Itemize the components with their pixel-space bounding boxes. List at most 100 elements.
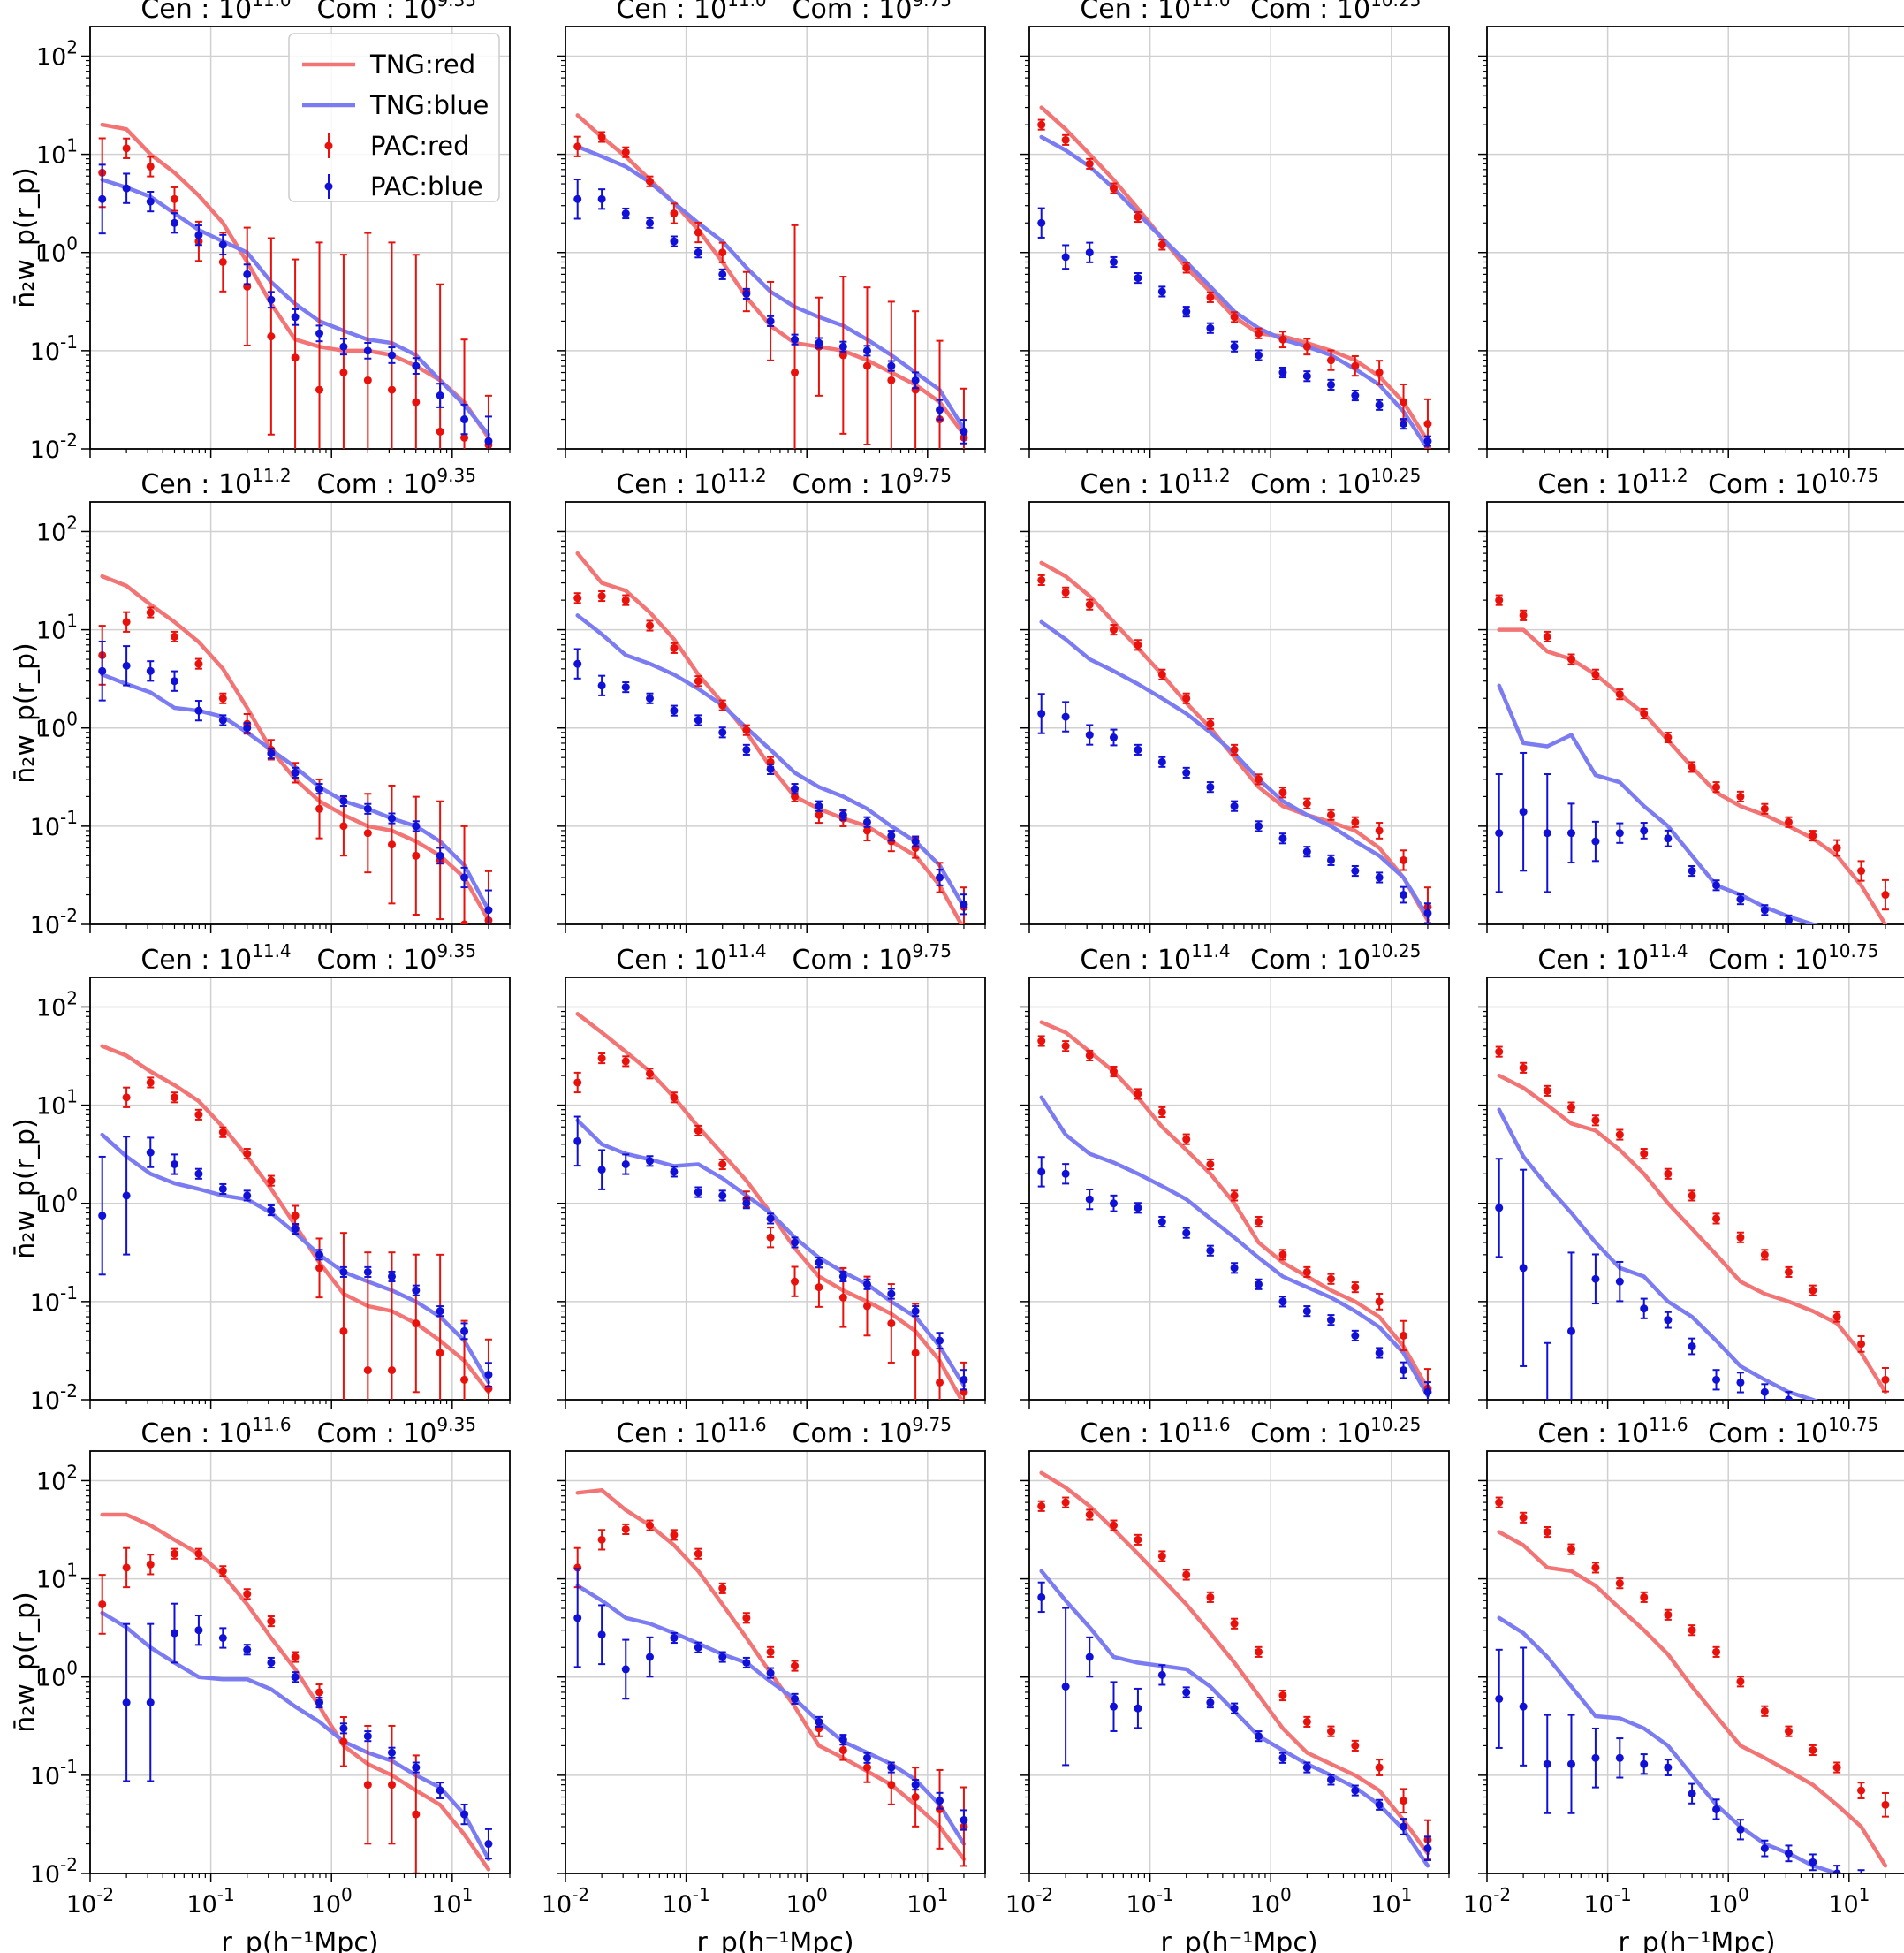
title-com: Com : 1010.25	[1250, 465, 1421, 500]
pac-blue-point	[1784, 1395, 1793, 1400]
pac-blue-point	[645, 1157, 654, 1166]
pac-red-point	[339, 1737, 348, 1746]
pac-blue-point	[1037, 1167, 1046, 1176]
pac-red-point	[122, 144, 131, 153]
pac-red-point	[1423, 420, 1432, 429]
plot-area	[573, 113, 968, 449]
pac-red-point	[1809, 1286, 1817, 1295]
pac-red-point	[573, 142, 582, 151]
pac-blue-point	[645, 218, 654, 227]
pac-red-point	[1157, 240, 1166, 249]
pac-red-point	[1326, 810, 1335, 819]
pac-blue-point	[911, 837, 920, 846]
pac-blue-point	[621, 209, 630, 218]
pac-blue-point	[218, 1184, 227, 1193]
pac-blue-point	[1206, 1246, 1215, 1255]
pac-blue-point	[484, 1371, 493, 1379]
pac-blue-point	[1037, 709, 1046, 718]
y-tick-label: 10-2	[30, 429, 78, 464]
plot-area	[1037, 105, 1432, 449]
pac-red-point	[1085, 159, 1094, 168]
pac-blue-point	[1400, 1822, 1408, 1831]
pac-blue-point	[1157, 287, 1166, 296]
y-axis-label: n̄₂w_p(r_p)	[10, 1592, 41, 1732]
pac-red-point	[862, 826, 871, 835]
x-tick-label: 10-2	[542, 1884, 589, 1919]
pac-blue-point	[815, 338, 823, 347]
panel-title: Cen : 1011.4 Com : 1010.75	[1537, 940, 1878, 976]
pac-blue-point	[1109, 257, 1118, 266]
pac-blue-point	[1566, 1326, 1575, 1335]
pac-blue-point	[1351, 1331, 1360, 1340]
pac-blue-point	[742, 1199, 751, 1208]
plot-area	[1495, 594, 1890, 924]
pac-blue-point	[460, 873, 469, 882]
pac-red-point	[1085, 1510, 1094, 1519]
axes-frame	[1486, 26, 1904, 450]
panel-title: Cen : 1011.4 Com : 1010.25	[1080, 940, 1421, 976]
panel-2-3: Cen : 1011.2 Com : 1010.25	[1020, 465, 1450, 933]
tng-red-line	[100, 574, 491, 923]
pac-blue-point	[1134, 1204, 1142, 1212]
pac-red-point	[1351, 1741, 1360, 1750]
x-tick-label: 101	[906, 1884, 948, 1919]
tng-blue-line	[1039, 619, 1430, 919]
pac-blue-point	[460, 1810, 469, 1819]
pac-blue-point	[218, 240, 227, 249]
pac-red-point	[911, 1793, 920, 1802]
pac-blue-point	[1423, 908, 1432, 917]
pac-blue-point	[1881, 1879, 1889, 1887]
pac-blue-point	[670, 237, 679, 246]
panel-title: Cen : 1011.0 Com : 109.35	[140, 0, 476, 25]
pac-red-point	[122, 1093, 131, 1102]
pac-blue-point	[460, 1326, 469, 1335]
pac-red-point	[645, 621, 654, 630]
pac-red-point	[1061, 135, 1070, 144]
pac-blue-point	[1688, 1790, 1696, 1798]
pac-red-point	[1109, 184, 1118, 193]
pac-blue-point	[573, 1136, 582, 1145]
pac-red-point	[1278, 335, 1287, 344]
pac-red-point	[315, 1688, 324, 1697]
pac-red-point	[1664, 1610, 1673, 1619]
pac-blue-point	[597, 1630, 606, 1639]
pac-blue-point	[1375, 873, 1384, 882]
pac-red-point	[597, 1054, 606, 1063]
pac-red-point	[1784, 1727, 1793, 1736]
panel-3-2: Cen : 1011.4 Com : 109.75	[557, 940, 986, 1409]
tng-red-line	[1497, 627, 1888, 924]
pac-blue-point	[670, 1167, 679, 1176]
pac-blue-point	[243, 270, 252, 278]
pac-red-point	[436, 1349, 444, 1357]
pac-red-point	[339, 1326, 348, 1335]
pac-blue-point	[1061, 253, 1070, 262]
title-cen: Cen : 1011.6	[1537, 1414, 1688, 1449]
pac-blue-point	[1375, 1800, 1384, 1809]
tng-blue-line	[100, 673, 491, 913]
pac-blue-point	[742, 745, 751, 754]
title-cen: Cen : 1011.4	[1080, 940, 1230, 976]
pac-red-point	[170, 1093, 178, 1102]
pac-red-point	[1543, 1528, 1551, 1537]
tng-red-line	[575, 1012, 964, 1400]
panel-title: Cen : 1011.2 Com : 109.75	[616, 465, 952, 500]
pac-blue-point	[1857, 1874, 1865, 1882]
panel-2-2: Cen : 1011.2 Com : 109.75	[557, 465, 986, 933]
pac-red-point	[1255, 329, 1263, 338]
pac-blue-point	[412, 1763, 421, 1772]
pac-blue-point	[911, 1307, 920, 1316]
tng-blue-line	[1497, 1107, 1818, 1400]
pac-blue-point	[1085, 248, 1094, 257]
panel-4-2: 10-2 10-1 100 101 r_p(h⁻¹Mpc) Cen : 1011.6 Com…	[542, 1414, 986, 1953]
panel-title: Cen : 1011.6 Com : 1010.75	[1537, 1414, 1878, 1449]
pac-blue-point	[1157, 757, 1166, 766]
tng-red-line	[1039, 1020, 1430, 1391]
pac-red-point	[170, 632, 178, 641]
pac-red-point	[1543, 632, 1551, 641]
pac-blue-point	[838, 342, 847, 351]
pac-red-point	[146, 162, 155, 171]
pac-blue-point	[597, 1166, 606, 1174]
axes-frame	[1486, 1450, 1904, 1874]
pac-red-point	[146, 608, 155, 617]
pac-blue-point	[645, 694, 654, 703]
